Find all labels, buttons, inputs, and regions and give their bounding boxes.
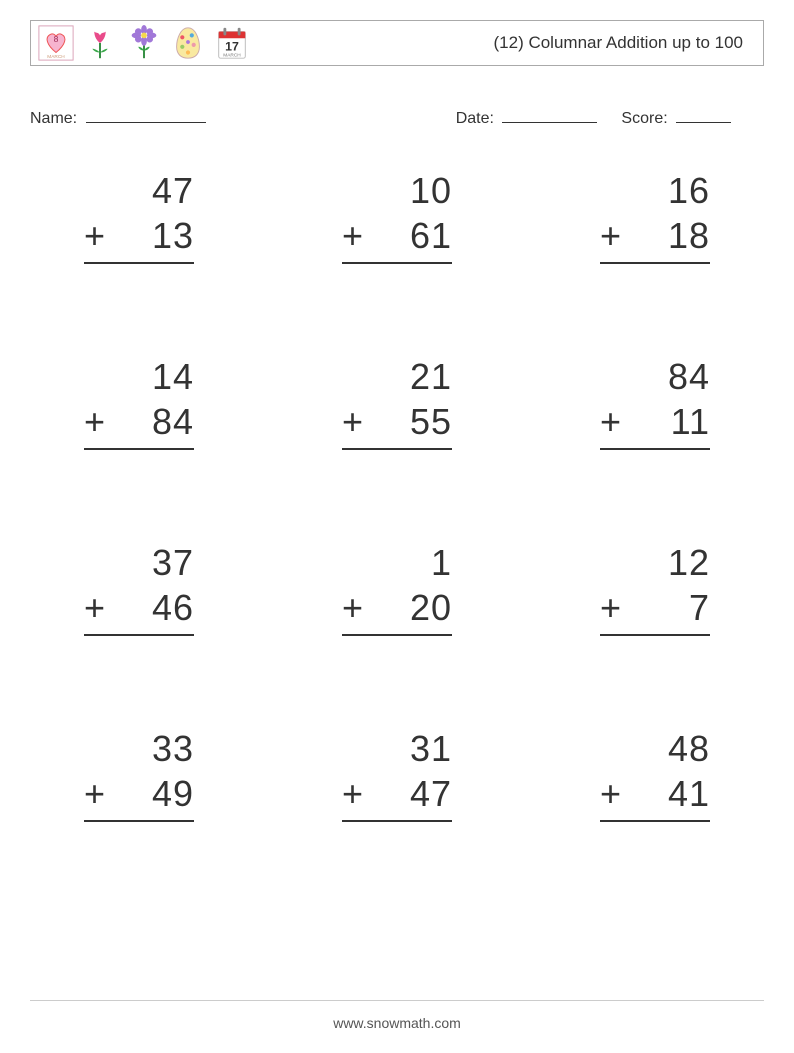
date-field: Date: (456, 106, 598, 128)
problem: 48 +41 (600, 726, 710, 822)
name-blank[interactable] (86, 106, 206, 123)
footer-text: www.snowmath.com (333, 1015, 461, 1031)
flower-icon (125, 24, 163, 62)
name-label: Name: (30, 110, 77, 127)
addend-top: 10 (370, 168, 452, 213)
problem-rule (600, 262, 710, 264)
icon-strip: 8 MARCH (37, 24, 251, 62)
date-label: Date: (456, 110, 494, 127)
problem-rule (342, 634, 452, 636)
addend-bottom: 18 (628, 213, 710, 258)
problem-rule (84, 820, 194, 822)
calendar-icon: 17 MARCH (213, 24, 251, 62)
operator: + (84, 213, 112, 258)
addend-bottom: 46 (112, 585, 194, 630)
operator: + (342, 213, 370, 258)
svg-text:8: 8 (54, 34, 59, 44)
tulip-icon (81, 24, 119, 62)
addend-top: 12 (628, 540, 710, 585)
problem: 16 +18 (600, 168, 710, 264)
addend-bottom: 55 (370, 399, 452, 444)
footer: www.snowmath.com (0, 1000, 794, 1031)
problem: 14 +84 (84, 354, 194, 450)
operator: + (84, 585, 112, 630)
operator: + (84, 771, 112, 816)
problem-rule (342, 262, 452, 264)
egg-icon (169, 24, 207, 62)
addend-bottom: 20 (370, 585, 452, 630)
operator: + (84, 399, 112, 444)
addend-top: 14 (112, 354, 194, 399)
addend-bottom: 49 (112, 771, 194, 816)
name-field: Name: (30, 106, 456, 128)
addend-bottom: 84 (112, 399, 194, 444)
svg-text:MARCH: MARCH (223, 52, 241, 58)
operator: + (600, 771, 628, 816)
addend-top: 16 (628, 168, 710, 213)
problem-rule (342, 820, 452, 822)
problem-rule (600, 820, 710, 822)
meta-row: Name: Date: Score: (30, 106, 764, 128)
problem: 1 +20 (342, 540, 452, 636)
addend-bottom: 11 (628, 399, 710, 444)
addend-top: 37 (112, 540, 194, 585)
problem-rule (84, 448, 194, 450)
worksheet-title: (12) Columnar Addition up to 100 (494, 33, 756, 53)
addend-top: 47 (112, 168, 194, 213)
problem: 31 +47 (342, 726, 452, 822)
svg-text:17: 17 (225, 40, 239, 54)
addend-top: 21 (370, 354, 452, 399)
problems-grid: 47 +13 10 +61 16 +18 14 +84 21 +55 (30, 168, 764, 822)
problem: 12 + 7 (600, 540, 710, 636)
problem-rule (84, 634, 194, 636)
score-field: Score: (621, 106, 731, 128)
footer-line (30, 1000, 764, 1001)
addend-top: 48 (628, 726, 710, 771)
addend-top: 1 (370, 540, 452, 585)
problem-rule (84, 262, 194, 264)
addend-bottom: 41 (628, 771, 710, 816)
operator: + (342, 399, 370, 444)
addend-bottom: 61 (370, 213, 452, 258)
header-box: 8 MARCH (30, 20, 764, 66)
operator: + (342, 585, 370, 630)
operator: + (600, 585, 628, 630)
operator: + (600, 399, 628, 444)
problem-rule (600, 634, 710, 636)
problem-rule (600, 448, 710, 450)
problem: 84 +11 (600, 354, 710, 450)
operator: + (342, 771, 370, 816)
addend-bottom: 7 (628, 585, 710, 630)
date-blank[interactable] (502, 106, 597, 123)
svg-text:MARCH: MARCH (47, 54, 65, 60)
problem: 21 +55 (342, 354, 452, 450)
score-blank[interactable] (676, 106, 731, 123)
addend-top: 33 (112, 726, 194, 771)
problem: 33 +49 (84, 726, 194, 822)
problem: 37 +46 (84, 540, 194, 636)
worksheet-page: 8 MARCH (0, 0, 794, 1053)
addend-bottom: 47 (370, 771, 452, 816)
score-label: Score: (621, 110, 667, 127)
addend-bottom: 13 (112, 213, 194, 258)
problem: 47 +13 (84, 168, 194, 264)
problem: 10 +61 (342, 168, 452, 264)
heart-icon: 8 MARCH (37, 24, 75, 62)
problem-rule (342, 448, 452, 450)
addend-top: 84 (628, 354, 710, 399)
operator: + (600, 213, 628, 258)
addend-top: 31 (370, 726, 452, 771)
